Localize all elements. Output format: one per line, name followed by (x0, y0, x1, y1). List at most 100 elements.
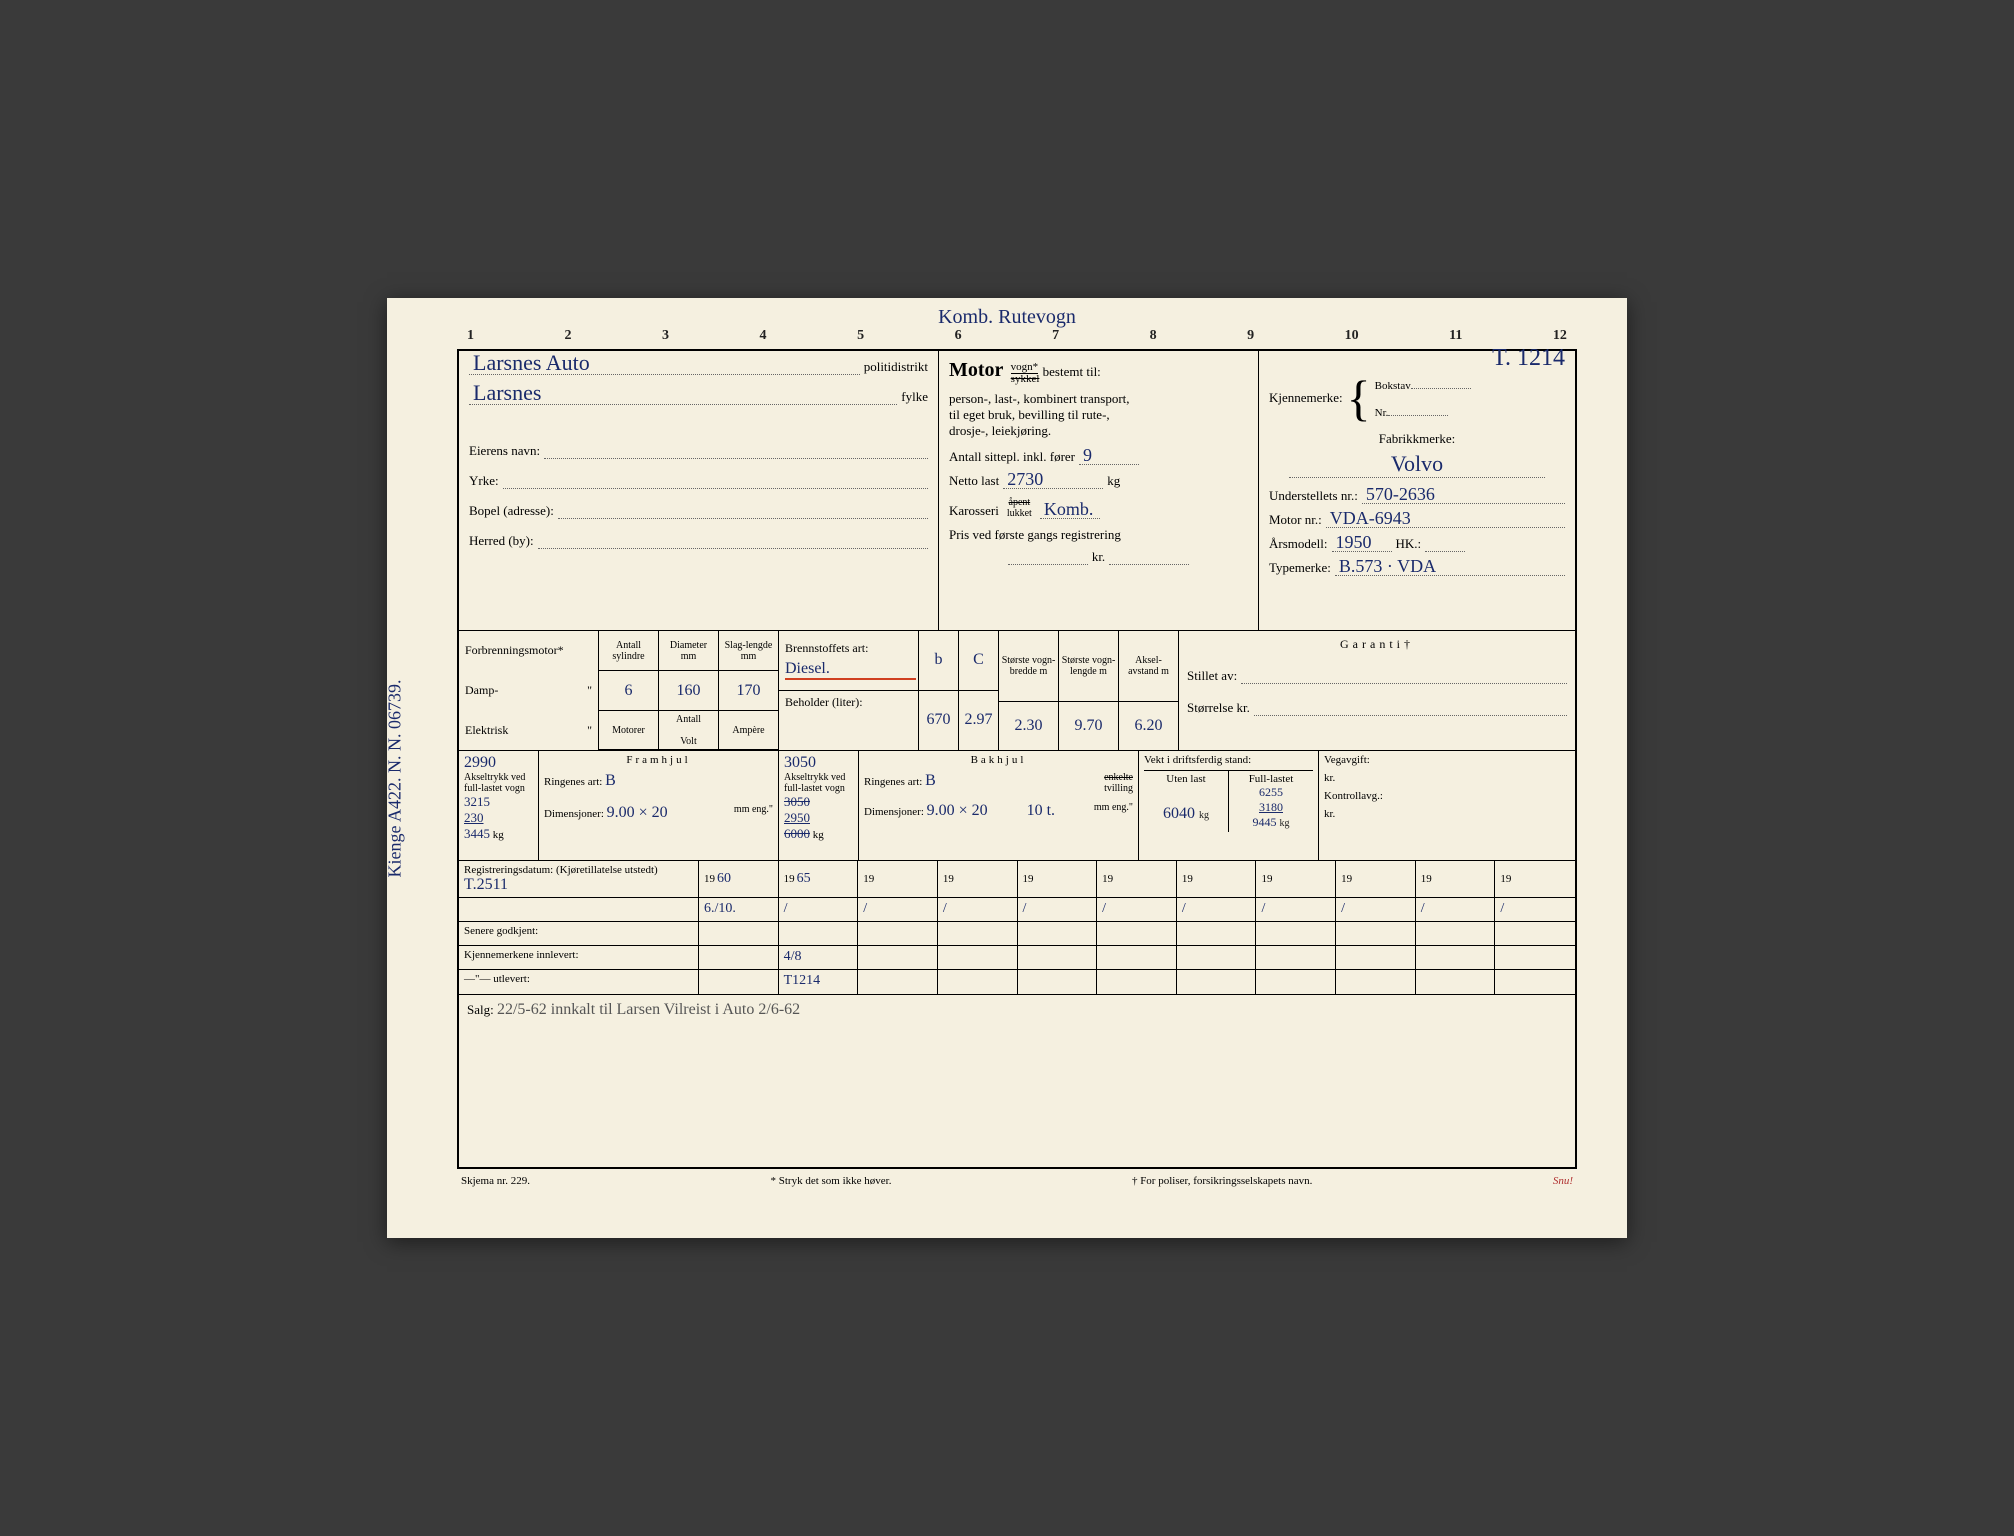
understell-label: Understellets nr.: (1269, 488, 1358, 504)
vekt-col: Vekt i driftsferdig stand: Uten last 604… (1139, 751, 1319, 860)
dim-f-value: 9.00 × 20 (607, 804, 668, 821)
registration-grid-row: Registreringsdatum: (Kjøretillatelse uts… (459, 861, 1575, 995)
politidistrikt-value: Larsnes Auto (473, 350, 590, 376)
herred-label: Herred (by): (469, 533, 534, 549)
motor-column: Motor vogn* sykkel bestemt til: person-,… (939, 351, 1259, 630)
kr1: kr. (1324, 772, 1570, 784)
syl-col: Antall sylindre 6 Motorer (599, 631, 659, 750)
beholder-val2: 2.97 (959, 691, 998, 751)
back-wheel-col: Bakhjul Ringenes art: B enkeltetvilling … (859, 751, 1139, 860)
netto-value: 2730 (1007, 469, 1043, 490)
dim-b-value: 9.00 × 20 (927, 802, 988, 819)
kjennemerke-column: T. 1214 Kjennemerke: { Bokstav Nr. Fabri… (1259, 351, 1575, 630)
framhjul-label: Framhjul (544, 754, 773, 766)
eier-field: Eierens navn: (469, 443, 928, 459)
forbr-label: Forbrenningsmotor* (459, 631, 598, 671)
motorer-head: Motorer (599, 710, 658, 750)
ruler-mark: 2 (565, 328, 572, 344)
stryk-note: * Stryk det som ikke høver. (771, 1175, 892, 1187)
full-val1: 6255 (1231, 785, 1311, 800)
reg-label-4: —"— utlevert: (459, 970, 699, 994)
understell-value: 570-2636 (1366, 484, 1435, 505)
front-kg1: 3215 (464, 794, 533, 810)
lengde-head: Største vogn-lengde m (1059, 631, 1118, 702)
transport-line3: drosje-, leiekjøring. (949, 423, 1248, 439)
ampere-head: Ampère (719, 710, 778, 750)
ruler-mark: 5 (857, 328, 864, 344)
uten-last-label: Uten last (1146, 773, 1226, 785)
poliser-note: † For poliser, forsikringsselskapets nav… (1132, 1175, 1312, 1187)
garanti-label: Garanti† (1187, 637, 1567, 652)
back-kg1: 3050 (784, 794, 853, 810)
aksel-col: Aksel-avstand m 6.20 (1119, 631, 1179, 750)
elektrisk-label: Elektrisk (465, 723, 508, 738)
slag-head: Slag-lengde mm (719, 631, 778, 671)
fabrikk-label: Fabrikkmerke: (1269, 431, 1565, 447)
salg-label: Salg: (467, 1002, 494, 1017)
reg-label-3: Kjennemerkene innlevert: (459, 946, 699, 970)
vegavgift-label: Vegavgift: (1324, 754, 1570, 766)
utlevert-value: T1214 (779, 970, 859, 994)
ruler-mark: 3 (662, 328, 669, 344)
mmeng-f: mm eng." (734, 804, 773, 822)
slag-value: 170 (719, 671, 778, 710)
netto-label: Netto last (949, 473, 999, 489)
side-handwriting: Kienge A422. N. N. 06739. (385, 579, 406, 979)
col-b-top: b (919, 631, 958, 691)
front-kg2: 230 (464, 810, 533, 826)
engine-type-labels: Forbrenningsmotor* Damp-" Elektrisk" (459, 631, 599, 750)
reg1-date: 6./10. (699, 898, 779, 922)
reg-label-1: Registreringsdatum: (Kjøretillatelse uts… (459, 861, 699, 898)
full-val3: 9445 kg (1231, 815, 1311, 830)
salg-text: 22/5-62 innkalt til Larsen Vilreist i Au… (497, 1001, 800, 1018)
politidistrikt-field: Larsnes Auto politidistrikt (469, 359, 928, 375)
front-kg3: 3445 (464, 826, 490, 841)
akseltrykk-b-label: Akseltrykk ved full-lastet vogn (784, 772, 853, 794)
innlevert-value: 4/8 (779, 946, 859, 970)
tvilling-hw: 10 t. (1027, 802, 1055, 820)
top-handwriting: Komb. Rutevogn (938, 306, 1076, 329)
dim-f-label: Dimensjoner: (544, 808, 604, 820)
bestemt-label: bestemt til: (1043, 364, 1101, 379)
form-frame: Larsnes Auto politidistrikt Larsnes fylk… (457, 349, 1577, 1169)
engine-row: Forbrenningsmotor* Damp-" Elektrisk" Ant… (459, 631, 1575, 751)
dia-col: Diameter mm 160 AntallVolt (659, 631, 719, 750)
pris-label: Pris ved første gangs registrering (949, 527, 1248, 543)
yrke-label: Yrke: (469, 473, 499, 489)
damp-label: Damp- (465, 683, 498, 698)
kr-label: kr. (1092, 549, 1105, 565)
bredde-col: Største vogn-bredde m 2.30 (999, 631, 1059, 750)
registration-card: Komb. Rutevogn Kienge A422. N. N. 06739.… (387, 298, 1627, 1238)
ring-art-b-value: B (925, 772, 936, 789)
footer: Skjema nr. 229. * Stryk det som ikke høv… (457, 1169, 1577, 1187)
eier-label: Eierens navn: (469, 443, 540, 459)
karosseri-apent: åpent (1009, 497, 1031, 508)
arsmodell-label: Årsmodell: (1269, 536, 1328, 552)
bopel-label: Bopel (adresse): (469, 503, 554, 519)
wheels-row: 2990 Akseltrykk ved full-lastet vogn 321… (459, 751, 1575, 861)
kjennemerke-label: Kjennemerke: (1269, 390, 1343, 406)
header-row: Larsnes Auto politidistrikt Larsnes fylk… (459, 351, 1575, 631)
beholder-label: Beholder (liter): (779, 691, 918, 751)
col-c-top: C (959, 631, 998, 691)
karosseri-value: Komb. (1044, 499, 1094, 520)
brennstoff-col: Brennstoffets art: Diesel. Beholder (lit… (779, 631, 919, 750)
bopel-field: Bopel (adresse): (469, 503, 928, 519)
aksel-value: 6.20 (1119, 702, 1178, 750)
salg-row: Salg: 22/5-62 innkalt til Larsen Vilreis… (459, 995, 1575, 1167)
ruler-mark: 7 (1052, 328, 1059, 344)
skjema-nr: Skjema nr. 229. (461, 1175, 530, 1187)
kjennemerke-handwritten: T. 1214 (1492, 345, 1565, 372)
uten-last-value: 6040 kg (1146, 805, 1226, 823)
bakhjul-label: Bakhjul (864, 754, 1133, 766)
owner-column: Larsnes Auto politidistrikt Larsnes fylk… (459, 351, 939, 630)
akseltrykk-f-label: Akseltrykk ved full-lastet vogn (464, 772, 533, 794)
nr-label: Nr. (1375, 407, 1389, 419)
motornr-value: VDA-6943 (1330, 508, 1411, 529)
fylke-value: Larsnes (473, 380, 541, 406)
garanti-col: Garanti† Stillet av: Størrelse kr. (1179, 631, 1575, 750)
syl-head: Antall sylindre (599, 631, 658, 671)
registration-grid: Registreringsdatum: (Kjøretillatelse uts… (459, 861, 1575, 994)
herred-field: Herred (by): (469, 533, 928, 549)
ruler: 1 2 3 4 5 6 7 8 9 10 11 12 (457, 328, 1577, 349)
